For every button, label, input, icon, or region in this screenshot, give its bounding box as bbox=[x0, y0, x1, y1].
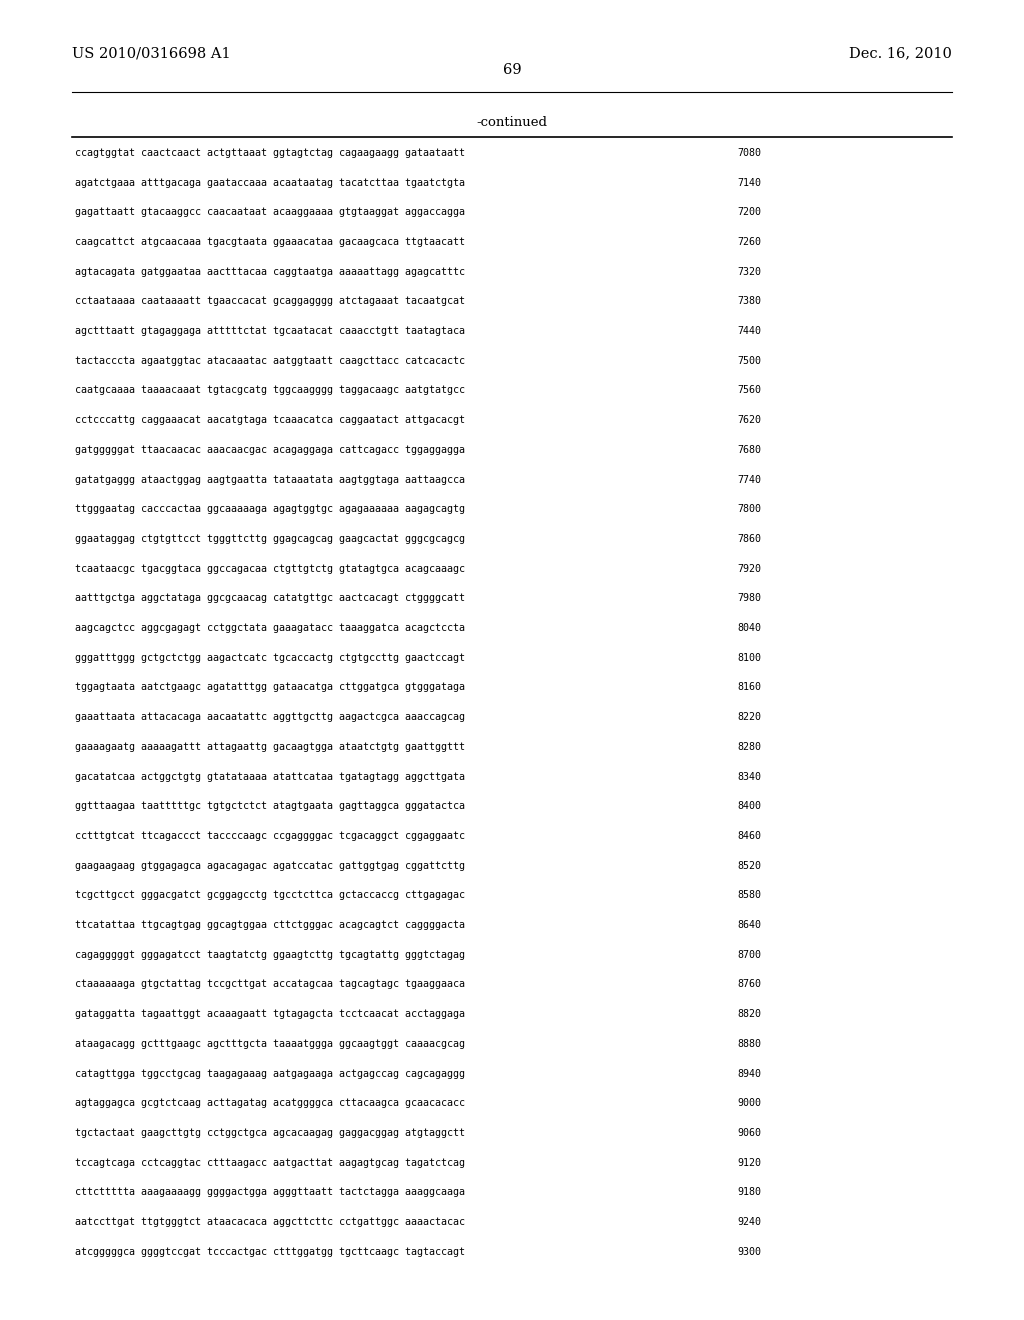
Text: gagattaatt gtacaaggcc caacaataat acaaggaaaa gtgtaaggat aggaccagga: gagattaatt gtacaaggcc caacaataat acaagga… bbox=[75, 207, 465, 218]
Text: ctaaaaaaga gtgctattag tccgcttgat accatagcaa tagcagtagc tgaaggaaca: ctaaaaaaga gtgctattag tccgcttgat accatag… bbox=[75, 979, 465, 990]
Text: 8460: 8460 bbox=[737, 832, 761, 841]
Text: tcaataacgc tgacggtaca ggccagacaa ctgttgtctg gtatagtgca acagcaaagc: tcaataacgc tgacggtaca ggccagacaa ctgttgt… bbox=[75, 564, 465, 574]
Text: US 2010/0316698 A1: US 2010/0316698 A1 bbox=[72, 46, 230, 61]
Text: 7260: 7260 bbox=[737, 238, 761, 247]
Text: 7200: 7200 bbox=[737, 207, 761, 218]
Text: 8520: 8520 bbox=[737, 861, 761, 871]
Text: 8640: 8640 bbox=[737, 920, 761, 931]
Text: ataagacagg gctttgaagc agctttgcta taaaatggga ggcaagtggt caaaacgcag: ataagacagg gctttgaagc agctttgcta taaaatg… bbox=[75, 1039, 465, 1049]
Text: Dec. 16, 2010: Dec. 16, 2010 bbox=[850, 46, 952, 61]
Text: ccagtggtat caactcaact actgttaaat ggtagtctag cagaagaagg gataataatt: ccagtggtat caactcaact actgttaaat ggtagtc… bbox=[75, 148, 465, 158]
Text: 7140: 7140 bbox=[737, 177, 761, 187]
Text: ttcatattaa ttgcagtgag ggcagtggaa cttctgggac acagcagtct caggggacta: ttcatattaa ttgcagtgag ggcagtggaa cttctgg… bbox=[75, 920, 465, 931]
Text: ttgggaatag cacccactaa ggcaaaaaga agagtggtgc agagaaaaaa aagagcagtg: ttgggaatag cacccactaa ggcaaaaaga agagtgg… bbox=[75, 504, 465, 515]
Text: tgctactaat gaagcttgtg cctggctgca agcacaagag gaggacggag atgtaggctt: tgctactaat gaagcttgtg cctggctgca agcacaa… bbox=[75, 1127, 465, 1138]
Text: 8940: 8940 bbox=[737, 1069, 761, 1078]
Text: cctaataaaa caataaaatt tgaaccacat gcaggagggg atctagaaat tacaatgcat: cctaataaaa caataaaatt tgaaccacat gcaggag… bbox=[75, 296, 465, 306]
Text: -continued: -continued bbox=[476, 116, 548, 129]
Text: aatccttgat ttgtgggtct ataacacaca aggcttcttc cctgattggc aaaactacac: aatccttgat ttgtgggtct ataacacaca aggcttc… bbox=[75, 1217, 465, 1228]
Text: 7980: 7980 bbox=[737, 594, 761, 603]
Text: 7440: 7440 bbox=[737, 326, 761, 337]
Text: 8700: 8700 bbox=[737, 949, 761, 960]
Text: gatatgaggg ataactggag aagtgaatta tataaatata aagtggtaga aattaagcca: gatatgaggg ataactggag aagtgaatta tataaat… bbox=[75, 474, 465, 484]
Text: 8820: 8820 bbox=[737, 1008, 761, 1019]
Text: 7860: 7860 bbox=[737, 533, 761, 544]
Text: 7680: 7680 bbox=[737, 445, 761, 455]
Text: 7080: 7080 bbox=[737, 148, 761, 158]
Text: agctttaatt gtagaggaga atttttctat tgcaatacat caaacctgtt taatagtaca: agctttaatt gtagaggaga atttttctat tgcaata… bbox=[75, 326, 465, 337]
Text: 9000: 9000 bbox=[737, 1098, 761, 1109]
Text: 7740: 7740 bbox=[737, 474, 761, 484]
Text: 9240: 9240 bbox=[737, 1217, 761, 1228]
Text: 9060: 9060 bbox=[737, 1127, 761, 1138]
Text: 7500: 7500 bbox=[737, 355, 761, 366]
Text: 9300: 9300 bbox=[737, 1246, 761, 1257]
Text: 8340: 8340 bbox=[737, 771, 761, 781]
Text: gaaattaata attacacaga aacaatattc aggttgcttg aagactcgca aaaccagcag: gaaattaata attacacaga aacaatattc aggttgc… bbox=[75, 713, 465, 722]
Text: gatgggggat ttaacaacac aaacaacgac acagaggaga cattcagacc tggaggagga: gatgggggat ttaacaacac aaacaacgac acagagg… bbox=[75, 445, 465, 455]
Text: tccagtcaga cctcaggtac ctttaagacc aatgacttat aagagtgcag tagatctcag: tccagtcaga cctcaggtac ctttaagacc aatgact… bbox=[75, 1158, 465, 1168]
Text: cagagggggt gggagatcct taagtatctg ggaagtcttg tgcagtattg gggtctagag: cagagggggt gggagatcct taagtatctg ggaagtc… bbox=[75, 949, 465, 960]
Text: 7320: 7320 bbox=[737, 267, 761, 277]
Text: tcgcttgcct gggacgatct gcggagcctg tgcctcttca gctaccaccg cttgagagac: tcgcttgcct gggacgatct gcggagcctg tgcctct… bbox=[75, 890, 465, 900]
Text: 8880: 8880 bbox=[737, 1039, 761, 1049]
Text: agatctgaaa atttgacaga gaataccaaa acaataatag tacatcttaa tgaatctgta: agatctgaaa atttgacaga gaataccaaa acaataa… bbox=[75, 177, 465, 187]
Text: tactacccta agaatggtac atacaaatac aatggtaatt caagcttacc catcacactc: tactacccta agaatggtac atacaaatac aatggta… bbox=[75, 355, 465, 366]
Text: agtaggagca gcgtctcaag acttagatag acatggggca cttacaagca gcaacacacc: agtaggagca gcgtctcaag acttagatag acatggg… bbox=[75, 1098, 465, 1109]
Text: caatgcaaaa taaaacaaat tgtacgcatg tggcaagggg taggacaagc aatgtatgcc: caatgcaaaa taaaacaaat tgtacgcatg tggcaag… bbox=[75, 385, 465, 396]
Text: 69: 69 bbox=[503, 63, 521, 78]
Text: gggatttggg gctgctctgg aagactcatc tgcaccactg ctgtgccttg gaactccagt: gggatttggg gctgctctgg aagactcatc tgcacca… bbox=[75, 652, 465, 663]
Text: gacatatcaa actggctgtg gtatataaaa atattcataa tgatagtagg aggcttgata: gacatatcaa actggctgtg gtatataaaa atattca… bbox=[75, 771, 465, 781]
Text: gataggatta tagaattggt acaaagaatt tgtagagcta tcctcaacat acctaggaga: gataggatta tagaattggt acaaagaatt tgtagag… bbox=[75, 1008, 465, 1019]
Text: atcgggggca ggggtccgat tcccactgac ctttggatgg tgcttcaagc tagtaccagt: atcgggggca ggggtccgat tcccactgac ctttgga… bbox=[75, 1246, 465, 1257]
Text: ggaataggag ctgtgttcct tgggttcttg ggagcagcag gaagcactat gggcgcagcg: ggaataggag ctgtgttcct tgggttcttg ggagcag… bbox=[75, 533, 465, 544]
Text: 7380: 7380 bbox=[737, 296, 761, 306]
Text: 9120: 9120 bbox=[737, 1158, 761, 1168]
Text: 8160: 8160 bbox=[737, 682, 761, 693]
Text: 7920: 7920 bbox=[737, 564, 761, 574]
Text: cctcccattg caggaaacat aacatgtaga tcaaacatca caggaatact attgacacgt: cctcccattg caggaaacat aacatgtaga tcaaaca… bbox=[75, 414, 465, 425]
Text: ggtttaagaa taatttttgc tgtgctctct atagtgaata gagttaggca gggatactca: ggtttaagaa taatttttgc tgtgctctct atagtga… bbox=[75, 801, 465, 812]
Text: 7620: 7620 bbox=[737, 414, 761, 425]
Text: 8040: 8040 bbox=[737, 623, 761, 634]
Text: 8400: 8400 bbox=[737, 801, 761, 812]
Text: 8280: 8280 bbox=[737, 742, 761, 752]
Text: 8100: 8100 bbox=[737, 652, 761, 663]
Text: catagttgga tggcctgcag taagagaaag aatgagaaga actgagccag cagcagaggg: catagttgga tggcctgcag taagagaaag aatgaga… bbox=[75, 1069, 465, 1078]
Text: 8760: 8760 bbox=[737, 979, 761, 990]
Text: cctttgtcat ttcagaccct taccccaagc ccgaggggac tcgacaggct cggaggaatc: cctttgtcat ttcagaccct taccccaagc ccgaggg… bbox=[75, 832, 465, 841]
Text: 8220: 8220 bbox=[737, 713, 761, 722]
Text: agtacagata gatggaataa aactttacaa caggtaatga aaaaattagg agagcatttc: agtacagata gatggaataa aactttacaa caggtaa… bbox=[75, 267, 465, 277]
Text: gaaaagaatg aaaaagattt attagaattg gacaagtgga ataatctgtg gaattggttt: gaaaagaatg aaaaagattt attagaattg gacaagt… bbox=[75, 742, 465, 752]
Text: 7560: 7560 bbox=[737, 385, 761, 396]
Text: cttcttttta aaagaaaagg ggggactgga agggttaatt tactctagga aaaggcaaga: cttcttttta aaagaaaagg ggggactgga agggtta… bbox=[75, 1188, 465, 1197]
Text: aatttgctga aggctataga ggcgcaacag catatgttgc aactcacagt ctggggcatt: aatttgctga aggctataga ggcgcaacag catatgt… bbox=[75, 594, 465, 603]
Text: 7800: 7800 bbox=[737, 504, 761, 515]
Text: tggagtaata aatctgaagc agatatttgg gataacatga cttggatgca gtgggataga: tggagtaata aatctgaagc agatatttgg gataaca… bbox=[75, 682, 465, 693]
Text: 8580: 8580 bbox=[737, 890, 761, 900]
Text: 9180: 9180 bbox=[737, 1188, 761, 1197]
Text: gaagaagaag gtggagagca agacagagac agatccatac gattggtgag cggattcttg: gaagaagaag gtggagagca agacagagac agatcca… bbox=[75, 861, 465, 871]
Text: aagcagctcc aggcgagagt cctggctata gaaagatacс taaaggatca acagctccta: aagcagctcc aggcgagagt cctggctata gaaagat… bbox=[75, 623, 465, 634]
Text: caagcattct atgcaacaaa tgacgtaata ggaaacataa gacaagcaca ttgtaacatt: caagcattct atgcaacaaa tgacgtaata ggaaaca… bbox=[75, 238, 465, 247]
